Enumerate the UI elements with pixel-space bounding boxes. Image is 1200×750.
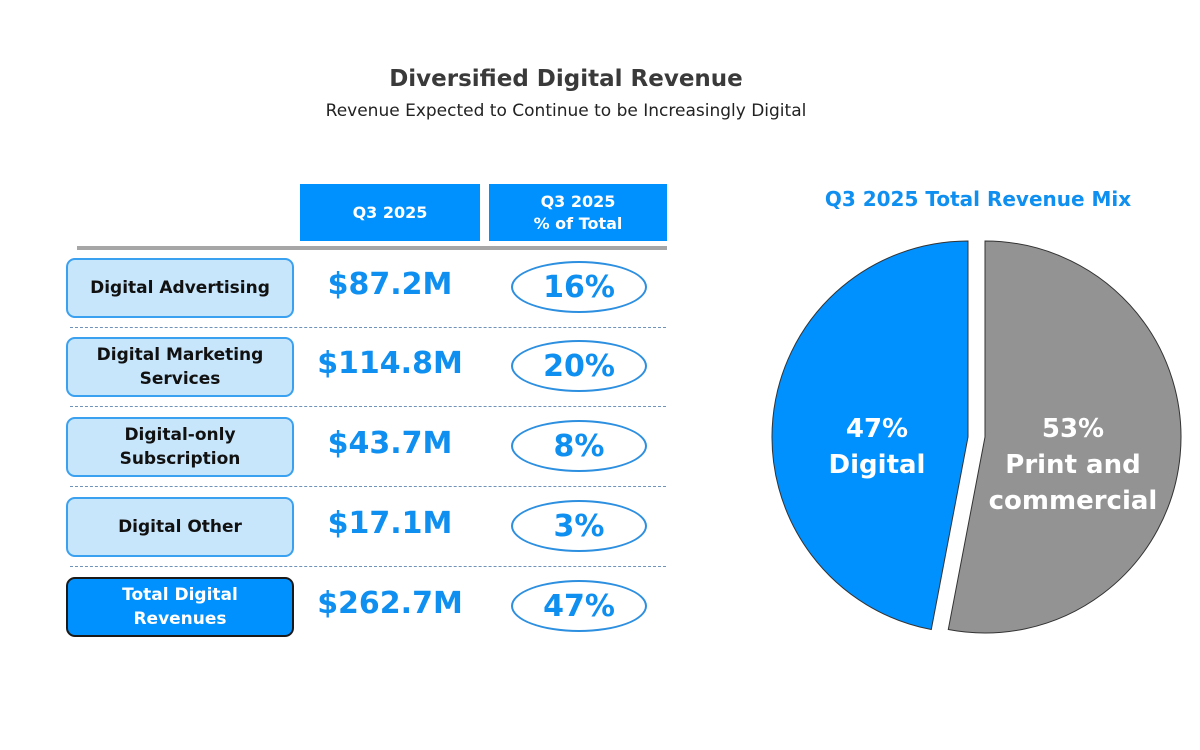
row-label: Subscription	[119, 449, 241, 469]
pie-slice-label: 53%	[1042, 414, 1104, 444]
row-value: $114.8M	[317, 346, 463, 381]
pie-slice-label: commercial	[989, 486, 1158, 516]
row-value: $43.7M	[327, 426, 453, 461]
row-value: $17.1M	[327, 506, 453, 541]
header-rule	[77, 246, 667, 250]
header-q3-2025: Q3 2025	[300, 184, 480, 241]
row-divider	[70, 406, 666, 407]
pie-title: Q3 2025 Total Revenue Mix	[824, 187, 1132, 211]
pie-slice-print-and-commercial	[947, 240, 1182, 634]
row-label: Services	[139, 369, 221, 389]
header-pct-of-total: Q3 2025 % of Total	[489, 184, 667, 241]
row-label-box: Digital Other	[66, 497, 294, 557]
row-divider	[70, 486, 666, 487]
row-divider	[70, 327, 666, 328]
row-pct-oval: 20%	[511, 340, 647, 392]
pie-slice-label: Digital	[829, 450, 926, 480]
row-pct-oval: 3%	[511, 500, 647, 552]
row-pct: 8%	[553, 428, 605, 464]
row-divider	[70, 566, 666, 567]
row-pct: 20%	[543, 348, 615, 384]
row-label: Digital Advertising	[90, 278, 270, 298]
row-label: Revenues	[133, 609, 227, 629]
header-text: Q3 2025	[540, 191, 616, 211]
pie-slice-digital	[771, 240, 969, 631]
row-label: Digital-only	[124, 425, 236, 445]
row-pct: 47%	[543, 588, 615, 624]
row-pct-oval: 8%	[511, 420, 647, 472]
row-pct: 16%	[543, 269, 615, 305]
row-label: Total Digital	[122, 585, 238, 605]
row-value: $262.7M	[317, 586, 463, 621]
row-label-box: Digital Marketing Services	[66, 337, 294, 397]
header-text: % of Total	[533, 213, 623, 233]
slide-subtitle: Revenue Expected to Continue to be Incre…	[325, 101, 807, 121]
row-label: Digital Marketing	[96, 345, 264, 365]
slide-title: Diversified Digital Revenue	[389, 66, 743, 92]
row-label-box: Total Digital Revenues	[66, 577, 294, 637]
row-pct-oval: 16%	[511, 261, 647, 313]
row-label-box: Digital-only Subscription	[66, 417, 294, 477]
row-label: Digital Other	[118, 517, 242, 537]
row-pct: 3%	[553, 508, 605, 544]
row-label-box: Digital Advertising	[66, 258, 294, 318]
pie-slice-label: 47%	[846, 414, 908, 444]
row-pct-oval: 47%	[511, 580, 647, 632]
pie-slice-label: Print and	[1005, 450, 1140, 480]
header-text: Q3 2025	[352, 202, 428, 222]
row-value: $87.2M	[327, 267, 453, 302]
